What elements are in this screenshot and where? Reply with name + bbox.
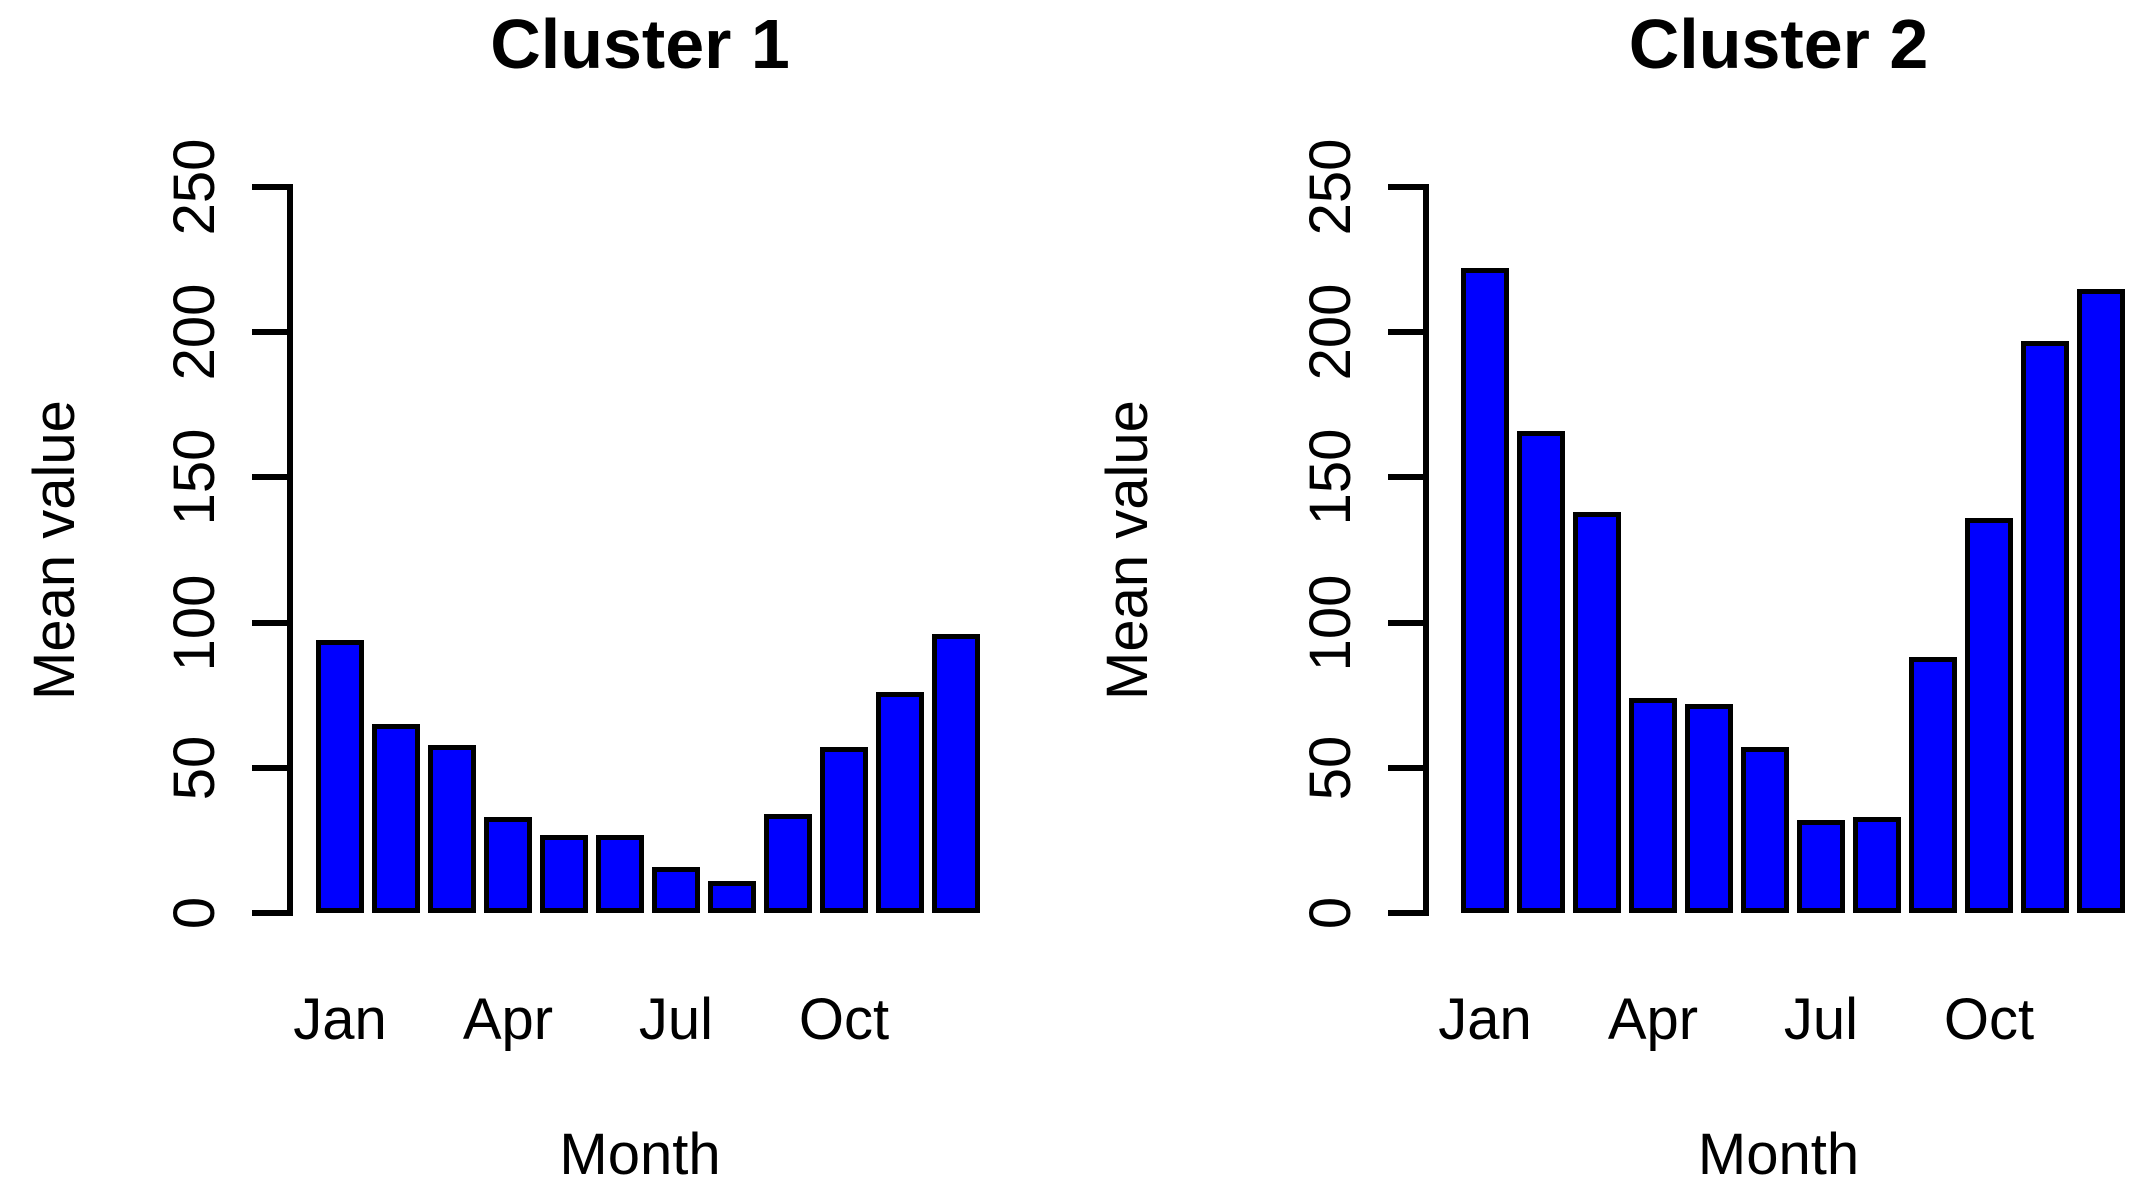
y-axis-tick <box>1388 764 1426 771</box>
bar-may <box>540 835 588 913</box>
bar-sep <box>1909 657 1957 913</box>
plot-area <box>1426 187 2131 913</box>
bar-apr <box>484 817 532 913</box>
cluster-2-panel: Cluster 2 Mean value Month 0 50 100 150 200 2… <box>1073 0 2145 1199</box>
y-axis-tick <box>252 619 290 626</box>
x-axis-title: Month <box>559 1122 721 1187</box>
x-tick-label-jul: Jul <box>638 987 714 1052</box>
bar-may <box>1685 704 1733 913</box>
bar-jan <box>316 640 364 913</box>
bar-mar <box>1573 512 1621 913</box>
bar-oct <box>1965 518 2013 913</box>
y-axis-tick <box>1388 474 1426 481</box>
bar-feb <box>372 724 420 913</box>
bar-dec <box>2077 289 2125 913</box>
bar-jul <box>652 867 700 913</box>
bar-oct <box>820 747 868 913</box>
x-axis-title: Month <box>1697 1122 1860 1187</box>
y-axis-title: Mean value <box>22 400 87 700</box>
bar-aug <box>708 881 756 913</box>
bar-aug <box>1853 817 1901 913</box>
bar-nov <box>2021 341 2069 913</box>
y-tick-label: 250 <box>162 138 227 236</box>
y-tick-label: 250 <box>1298 138 1363 236</box>
x-tick-label-apr: Apr <box>1607 987 1699 1052</box>
x-tick-label-oct: Oct <box>1943 987 2035 1052</box>
x-tick-label-jan: Jan <box>1438 987 1532 1052</box>
bar-nov <box>876 692 924 913</box>
bar-jun <box>1741 747 1789 913</box>
chart-title: Cluster 1 <box>490 5 790 83</box>
bar-dec <box>932 634 980 913</box>
x-tick-label-apr: Apr <box>462 987 554 1052</box>
y-axis-tick <box>1388 184 1426 190</box>
bar-feb <box>1517 431 1565 913</box>
y-axis-tick <box>252 910 290 916</box>
y-axis-tick <box>252 184 290 190</box>
y-axis-tick <box>1388 619 1426 626</box>
y-axis-tick <box>1388 329 1426 336</box>
y-axis-tick <box>252 474 290 481</box>
chart-title: Cluster 2 <box>1628 5 1929 83</box>
y-axis-tick <box>252 329 290 336</box>
bar-jun <box>596 835 644 913</box>
plot-area <box>290 187 990 913</box>
bar-sep <box>764 814 812 913</box>
y-axis-tick <box>1388 910 1426 916</box>
bar-mar <box>428 745 476 913</box>
x-tick-label-oct: Oct <box>798 987 890 1052</box>
y-axis-line <box>1423 184 1429 916</box>
bar-jul <box>1797 820 1845 913</box>
bar-apr <box>1629 698 1677 913</box>
bar-jan <box>1461 268 1509 913</box>
cluster-1-panel: Cluster 1 Mean value Month 0 50 100 150 200 2… <box>0 0 1072 1199</box>
y-axis-tick <box>252 764 290 771</box>
x-tick-label-jan: Jan <box>293 987 387 1052</box>
y-axis-title: Mean value <box>1095 400 1160 700</box>
x-tick-label-jul: Jul <box>1783 987 1859 1052</box>
y-axis-line <box>287 184 293 916</box>
